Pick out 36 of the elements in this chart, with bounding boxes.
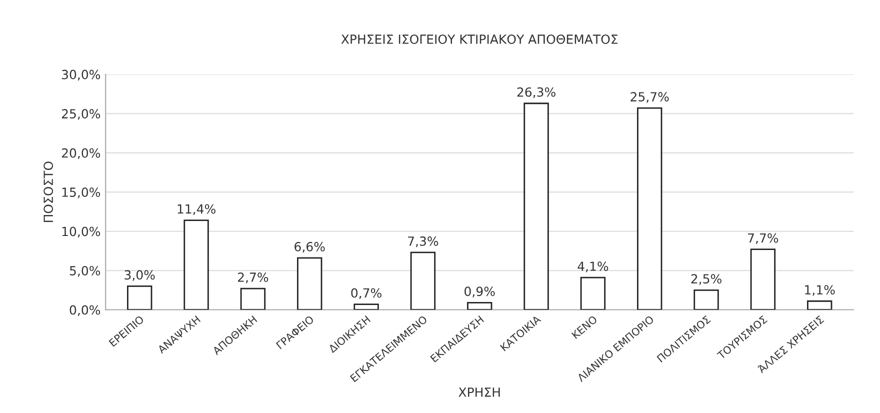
y-tick-label: 25,0% — [62, 109, 100, 120]
bar — [354, 304, 379, 310]
data-label: 6,6% — [294, 242, 325, 253]
bar — [184, 220, 209, 310]
bar — [750, 248, 776, 310]
x-axis-title: ΧΡΗΣΗ — [458, 388, 500, 397]
data-label: 2,7% — [238, 272, 268, 284]
bar — [637, 107, 662, 310]
data-label: 7,3% — [408, 236, 438, 248]
data-label: 0,7% — [351, 288, 382, 299]
bar — [127, 286, 152, 310]
data-label: 4,1% — [578, 262, 608, 272]
bar — [410, 252, 436, 310]
bar — [694, 289, 719, 310]
data-label: 25,7% — [630, 92, 669, 103]
chart-title: ΧΡΗΣΕΙΣ ΙΣΟΓΕΙΟΥ ΚΤΙΡΙΑΚΟΥ ΑΠΟΘΕΜΑΤΟΣ — [341, 34, 618, 44]
bar — [240, 288, 266, 310]
y-tick-label: 10,0% — [62, 226, 100, 238]
data-label: 7,7% — [748, 233, 778, 244]
y-tick-label: 20,0% — [62, 148, 100, 160]
data-label: 1,1% — [805, 285, 835, 296]
data-label: 3,0% — [124, 270, 155, 281]
data-label: 0,9% — [464, 286, 495, 298]
bar — [580, 276, 606, 310]
y-tick-label: 30,0% — [62, 70, 100, 81]
data-label: 26,3% — [517, 87, 556, 98]
data-label: 2,5% — [691, 274, 722, 285]
bar — [807, 300, 832, 310]
y-tick-label: 15,0% — [62, 188, 100, 198]
y-tick-label: 0,0% — [70, 305, 100, 316]
bar — [297, 257, 322, 310]
y-tick-label: 5,0% — [70, 266, 100, 277]
y-axis-title: ΠΟΣΟΣΤΟ — [44, 162, 54, 222]
bar — [524, 102, 549, 310]
data-label: 11,4% — [178, 204, 216, 215]
bar — [467, 302, 492, 310]
